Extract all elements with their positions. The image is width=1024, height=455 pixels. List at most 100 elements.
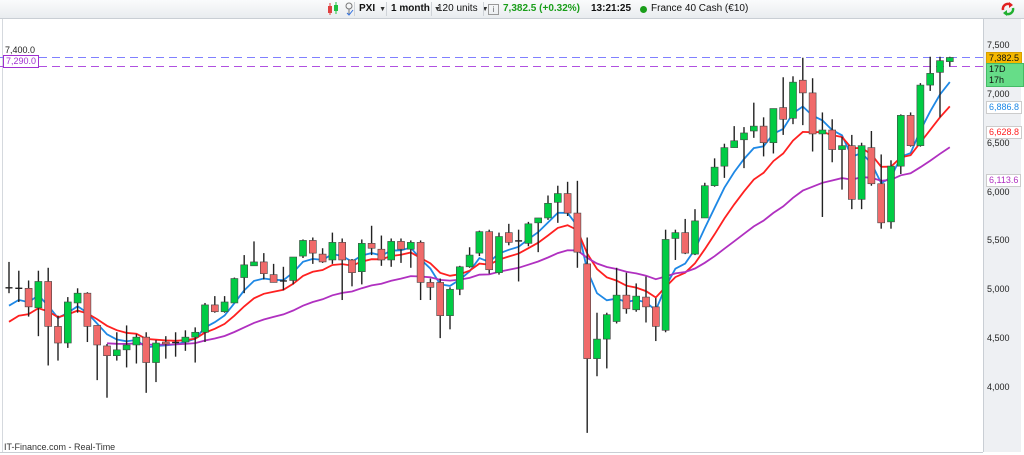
candle-up xyxy=(926,73,935,86)
candle-down xyxy=(54,326,62,344)
candle-down xyxy=(779,107,788,120)
current-price-tag: 7,382.5 xyxy=(986,52,1023,65)
clock-time: 13:21:25 xyxy=(591,3,632,14)
left-price-label: 7,400.0 xyxy=(5,45,36,55)
drawing-tool-icon[interactable] xyxy=(344,2,354,16)
candle-down xyxy=(318,253,327,263)
alert-level-tag[interactable]: 7,290.0 xyxy=(3,55,40,68)
candle-up xyxy=(357,243,366,272)
candle-up xyxy=(534,217,543,224)
candle-up xyxy=(593,338,601,359)
y-tick-label: 4,000 xyxy=(987,381,1010,392)
ma-purple-tag: 6,113.6 xyxy=(986,174,1022,187)
candle-down xyxy=(828,129,837,150)
candle-up xyxy=(838,145,846,150)
ma-red-line xyxy=(8,105,951,342)
interval-label: 1 month xyxy=(391,3,430,14)
candle-down xyxy=(681,232,690,254)
candle-down xyxy=(504,232,513,243)
y-tick-label: 5,500 xyxy=(987,235,1010,246)
candle-down xyxy=(24,287,33,308)
candle-up xyxy=(289,256,298,281)
candle-down xyxy=(416,242,425,283)
candle-up xyxy=(73,292,82,304)
candle-down xyxy=(759,125,768,144)
chart-left-border xyxy=(2,19,3,452)
candle-up xyxy=(455,266,464,290)
candle-down xyxy=(808,92,817,135)
candle-up xyxy=(181,336,190,343)
caret-down-icon: ▼ xyxy=(433,6,441,13)
candle-down xyxy=(847,145,856,200)
candle-up xyxy=(524,223,533,244)
candle-up xyxy=(632,295,641,311)
candle-up xyxy=(710,166,719,187)
units-label: 120 units xyxy=(437,3,478,14)
y-tick-label: 5,000 xyxy=(987,284,1010,295)
candle-up xyxy=(691,220,699,255)
candle-up xyxy=(446,288,454,316)
candle-down xyxy=(622,294,631,310)
candle-down xyxy=(397,241,405,250)
y-tick-label: 6,500 xyxy=(987,137,1010,148)
data-source-label: IT-Finance.com - Real-Time xyxy=(4,442,116,452)
candle-up xyxy=(132,336,141,346)
y-tick-label: 7,500 xyxy=(987,40,1010,50)
candle-down xyxy=(162,341,170,345)
candle-down xyxy=(642,296,650,308)
candle-up xyxy=(495,236,503,273)
info-icon[interactable]: i xyxy=(488,4,499,15)
candle-up xyxy=(661,239,670,331)
candle-up xyxy=(945,57,954,62)
chart-bottom-border xyxy=(0,452,983,453)
symbol-dropdown[interactable]: PXI ▼ xyxy=(359,2,386,16)
y-tick-label: 7,000 xyxy=(987,88,1010,99)
candle-up xyxy=(818,129,827,135)
candle-down xyxy=(426,282,435,288)
candle-up xyxy=(152,342,160,363)
candle-up xyxy=(769,108,778,144)
candle-up xyxy=(602,314,611,340)
ma-blue-line xyxy=(8,81,951,349)
candle-up xyxy=(387,241,396,261)
candlestick-chart[interactable] xyxy=(0,0,983,452)
interval-dropdown[interactable]: 1 month ▼ xyxy=(391,2,441,16)
candle-down xyxy=(211,304,219,313)
units-dropdown[interactable]: 120 units ▼ xyxy=(437,2,489,16)
candle-up xyxy=(740,132,748,141)
candle-up xyxy=(671,232,680,239)
candle-up xyxy=(220,301,229,313)
candle-up xyxy=(328,242,337,261)
candle-up xyxy=(250,261,258,267)
candle-down xyxy=(93,325,101,346)
refresh-arrows-icon[interactable] xyxy=(1000,2,1016,16)
candle-up xyxy=(896,115,905,167)
candle-down xyxy=(83,292,92,327)
ma-red-tag: 6,628.8 xyxy=(986,126,1023,139)
candle-down xyxy=(308,240,317,254)
candle-up xyxy=(34,281,43,309)
status-dot xyxy=(640,6,647,13)
toolbar: PXI ▼ 1 month ▼ 120 units ▼ i 7,382.5 (+0.3… xyxy=(0,0,1024,19)
candle-down xyxy=(877,183,886,224)
candle-up xyxy=(230,278,239,304)
candle-down xyxy=(906,115,915,146)
price-axis[interactable] xyxy=(983,19,1021,452)
y-tick-label: 6,000 xyxy=(987,186,1010,197)
symbol-label: PXI xyxy=(359,3,376,14)
ma-purple-line xyxy=(106,146,951,346)
candle-up xyxy=(612,294,621,322)
candle-up xyxy=(240,264,248,278)
candle-down xyxy=(269,274,278,283)
candle-up xyxy=(299,240,307,257)
ma-blue-tag: 6,886.8 xyxy=(986,101,1023,114)
candle-down xyxy=(44,281,53,327)
candle-down xyxy=(485,231,494,271)
candle-up xyxy=(887,165,895,223)
candle-down xyxy=(436,282,445,316)
candle-up xyxy=(113,349,121,357)
candlestick-icon[interactable] xyxy=(326,2,340,16)
candle-up xyxy=(916,84,925,146)
candle-up xyxy=(406,242,415,250)
y-tick-label: 4,500 xyxy=(987,333,1010,344)
